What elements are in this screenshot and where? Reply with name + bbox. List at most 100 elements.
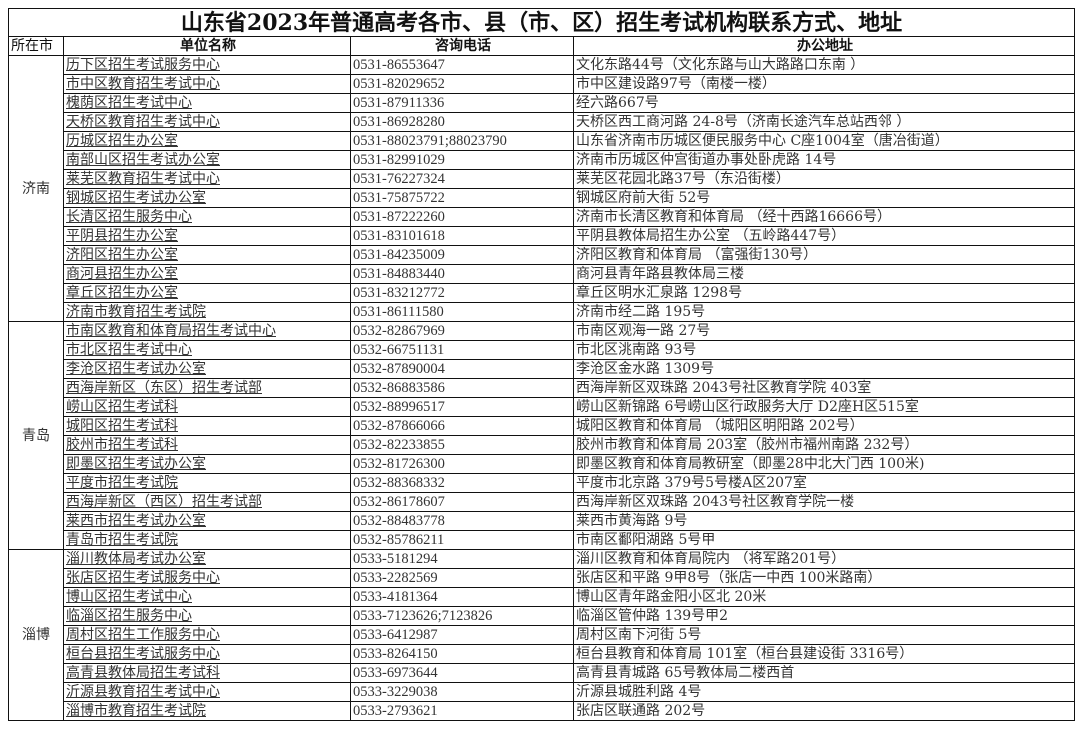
table-row: 商河县招生办公室 0531-84883440 商河县青年路县教体局三楼 bbox=[9, 264, 1076, 284]
phone-cell: 0532-82233855 bbox=[350, 435, 574, 455]
table-row: 济南 历下区招生考试服务中心 0531-86553647 文化东路44号（文化东路与山… bbox=[8, 55, 1076, 322]
address-cell: 张店区和平路 9甲8号（张店一中西 100米路南） bbox=[572, 568, 1076, 588]
unit-name-cell: 平阴县招生办公室 bbox=[63, 226, 351, 246]
address-cell: 西海岸新区双珠路 2043号社区教育学院 403室 bbox=[572, 378, 1076, 398]
address-cell: 桓台县教育和体育局 101室（桓台县建设街 3316号） bbox=[572, 644, 1076, 664]
phone-cell: 0532-88483778 bbox=[350, 511, 574, 531]
table-row: 即墨区招生考试办公室 0532-81726300 即墨区教育和体育局教研室（即墨28… bbox=[9, 454, 1076, 474]
table-row: 张店区招生考试服务中心 0533-2282569 张店区和平路 9甲8号（张店一中西… bbox=[9, 568, 1076, 588]
table-row: 槐荫区招生考试中心 0531-87911336 经六路667号 bbox=[9, 93, 1076, 113]
address-cell: 济南市历城区仲宫街道办事处卧虎路 14号 bbox=[572, 150, 1076, 170]
table-row: 章丘区招生办公室 0531-83212772 章丘区明水汇泉路 1298号 bbox=[9, 283, 1076, 303]
address-cell: 商河县青年路县教体局三楼 bbox=[572, 264, 1076, 284]
address-cell: 崂山区新锦路 6号崂山区行政服务大厅 D2座H区515室 bbox=[572, 397, 1076, 417]
address-cell: 经六路667号 bbox=[572, 93, 1076, 113]
table-row: 城阳区招生考试科 0532-87866066 城阳区教育和体育局 （城阳区明阳路 2… bbox=[9, 416, 1076, 436]
unit-name-link[interactable]: 张店区招生考试服务中心 bbox=[66, 570, 220, 586]
address-cell: 市南区观海一路 27号 bbox=[572, 321, 1076, 341]
phone-cell: 0531-87222260 bbox=[350, 207, 574, 227]
unit-name-link[interactable]: 市北区招生考试中心 bbox=[66, 342, 192, 358]
address-cell: 文化东路44号（文化东路与山大路路口东南 ） bbox=[572, 55, 1076, 75]
phone-cell: 0533-7123626;7123826 bbox=[350, 606, 574, 626]
unit-name-link[interactable]: 高青县教体局招生考试科 bbox=[66, 665, 220, 681]
address-cell: 博山区青年路金阳小区北 20米 bbox=[572, 587, 1076, 607]
unit-name-cell: 天桥区教育招生考试中心 bbox=[63, 112, 351, 132]
table-row: 莱芜区教育招生考试中心 0531-76227324 莱芜区花园北路37号（东沿街楼） bbox=[9, 169, 1076, 189]
unit-name-link[interactable]: 城阳区招生考试科 bbox=[66, 418, 178, 434]
unit-name-link[interactable]: 莱西市招生考试办公室 bbox=[66, 513, 206, 529]
address-cell: 山东省济南市历城区便民服务中心 C座1004室（唐冶街道） bbox=[572, 131, 1076, 151]
unit-name-link[interactable]: 莱芜区教育招生考试中心 bbox=[66, 171, 220, 187]
unit-name-cell: 淄博市教育招生考试院 bbox=[63, 701, 351, 721]
unit-name-link[interactable]: 天桥区教育招生考试中心 bbox=[66, 114, 220, 130]
unit-name-link[interactable]: 市中区教育招生考试中心 bbox=[66, 76, 220, 92]
unit-name-link[interactable]: 平度市招生考试院 bbox=[66, 475, 178, 491]
phone-cell: 0531-86111580 bbox=[350, 302, 574, 322]
unit-name-cell: 槐荫区招生考试中心 bbox=[63, 93, 351, 113]
table-row: 桓台县招生考试服务中心 0533-8264150 桓台县教育和体育局 101室（桓台… bbox=[9, 644, 1076, 664]
table-row: 长清区招生服务中心 0531-87222260 济南市长清区教育和体育局 （经十西路… bbox=[9, 207, 1076, 227]
unit-name-link[interactable]: 槐荫区招生考试中心 bbox=[66, 95, 192, 111]
header-row: 所在市 单位名称 咨询电话 办公地址 bbox=[8, 36, 1076, 56]
address-cell: 沂源县城胜利路 4号 bbox=[572, 682, 1076, 702]
unit-name-link[interactable]: 市南区教育和体育局招生考试中心 bbox=[66, 323, 276, 339]
unit-name-cell: 济阳区招生办公室 bbox=[63, 245, 351, 265]
phone-cell: 0531-87911336 bbox=[350, 93, 574, 113]
unit-name-link[interactable]: 胶州市招生考试科 bbox=[66, 437, 178, 453]
city-cell: 淄博 bbox=[8, 549, 64, 721]
unit-name-link[interactable]: 平阴县招生办公室 bbox=[66, 228, 178, 244]
unit-name-link[interactable]: 历下区招生考试服务中心 bbox=[66, 57, 220, 73]
address-cell: 莱西市黄海路 9号 bbox=[572, 511, 1076, 531]
phone-cell: 0531-76227324 bbox=[350, 169, 574, 189]
unit-name-link[interactable]: 沂源县教育招生考试中心 bbox=[66, 684, 220, 700]
unit-name-link[interactable]: 崂山区招生考试科 bbox=[66, 399, 178, 415]
address-cell: 济南市长清区教育和体育局 （经十西路16666号） bbox=[572, 207, 1076, 227]
table-row: 西海岸新区（东区）招生考试部 0532-86883586 西海岸新区双珠路 2043… bbox=[9, 378, 1076, 398]
unit-name-link[interactable]: 长清区招生服务中心 bbox=[66, 209, 192, 225]
unit-name-cell: 莱西市招生考试办公室 bbox=[63, 511, 351, 531]
phone-cell: 0532-88996517 bbox=[350, 397, 574, 417]
table-row: 市中区教育招生考试中心 0531-82029652 市中区建设路97号（南楼一楼） bbox=[9, 74, 1076, 94]
phone-cell: 0531-84235009 bbox=[350, 245, 574, 265]
unit-name-link[interactable]: 桓台县招生考试服务中心 bbox=[66, 646, 220, 662]
unit-name-link[interactable]: 历城区招生办公室 bbox=[66, 133, 178, 149]
unit-name-link[interactable]: 即墨区招生考试办公室 bbox=[66, 456, 206, 472]
unit-name-link[interactable]: 青岛市招生考试院 bbox=[66, 532, 178, 548]
unit-name-link[interactable]: 李沧区招生考试办公室 bbox=[66, 361, 206, 377]
unit-name-cell: 市南区教育和体育局招生考试中心 bbox=[63, 321, 351, 341]
unit-name-link[interactable]: 章丘区招生办公室 bbox=[66, 285, 178, 301]
table-row: 临淄区招生服务中心 0533-7123626;7123826 临淄区管仲路 139号… bbox=[9, 606, 1076, 626]
unit-name-link[interactable]: 博山区招生考试中心 bbox=[66, 589, 192, 605]
table-row: 市北区招生考试中心 0532-66751131 市北区洮南路 93号 bbox=[9, 340, 1076, 360]
unit-name-cell: 城阳区招生考试科 bbox=[63, 416, 351, 436]
unit-name-link[interactable]: 南部山区招生考试办公室 bbox=[66, 152, 220, 168]
unit-name-link[interactable]: 钢城区招生考试办公室 bbox=[66, 190, 206, 206]
address-cell: 西海岸新区双珠路 2043号社区教育学院一楼 bbox=[572, 492, 1076, 512]
unit-name-link[interactable]: 西海岸新区（东区）招生考试部 bbox=[66, 380, 262, 396]
table-row: 淄博市教育招生考试院 0533-2793621 张店区联通路 202号 bbox=[9, 701, 1076, 721]
unit-name-link[interactable]: 商河县招生办公室 bbox=[66, 266, 178, 282]
address-cell: 市中区建设路97号（南楼一楼） bbox=[572, 74, 1076, 94]
phone-cell: 0533-4181364 bbox=[350, 587, 574, 607]
unit-name-cell: 高青县教体局招生考试科 bbox=[63, 663, 351, 683]
table-row: 平阴县招生办公室 0531-83101618 平阴县教体局招生办公室 （五岭路447… bbox=[9, 226, 1076, 246]
unit-name-cell: 平度市招生考试院 bbox=[63, 473, 351, 493]
unit-name-link[interactable]: 西海岸新区（西区）招生考试部 bbox=[66, 494, 262, 510]
unit-name-link[interactable]: 济南市教育招生考试院 bbox=[66, 304, 206, 320]
table-row: 钢城区招生考试办公室 0531-75875722 钢城区府前大街 52号 bbox=[9, 188, 1076, 208]
unit-name-cell: 桓台县招生考试服务中心 bbox=[63, 644, 351, 664]
address-cell: 临淄区管仲路 139号甲2 bbox=[572, 606, 1076, 626]
phone-cell: 0532-88368332 bbox=[350, 473, 574, 493]
unit-name-cell: 淄川教体局考试办公室 bbox=[63, 549, 351, 569]
table-row: 淄博 淄川教体局考试办公室 0533-5181294 淄川区教育和体育局院内 （将军路… bbox=[8, 549, 1076, 721]
unit-name-link[interactable]: 临淄区招生服务中心 bbox=[66, 608, 192, 624]
unit-name-link[interactable]: 济阳区招生办公室 bbox=[66, 247, 178, 263]
unit-name-link[interactable]: 淄川教体局考试办公室 bbox=[66, 551, 206, 567]
unit-name-link[interactable]: 淄博市教育招生考试院 bbox=[66, 703, 206, 719]
unit-name-link[interactable]: 周村区招生工作服务中心 bbox=[66, 627, 220, 643]
address-cell: 高青县青城路 65号教体局二楼西首 bbox=[572, 663, 1076, 683]
table-row: 西海岸新区（西区）招生考试部 0532-86178607 西海岸新区双珠路 2043… bbox=[9, 492, 1076, 512]
table-row: 济阳区招生办公室 0531-84235009 济阳区教育和体育局 （富强街130号） bbox=[9, 245, 1076, 265]
phone-cell: 0532-86883586 bbox=[350, 378, 574, 398]
address-cell: 钢城区府前大街 52号 bbox=[572, 188, 1076, 208]
